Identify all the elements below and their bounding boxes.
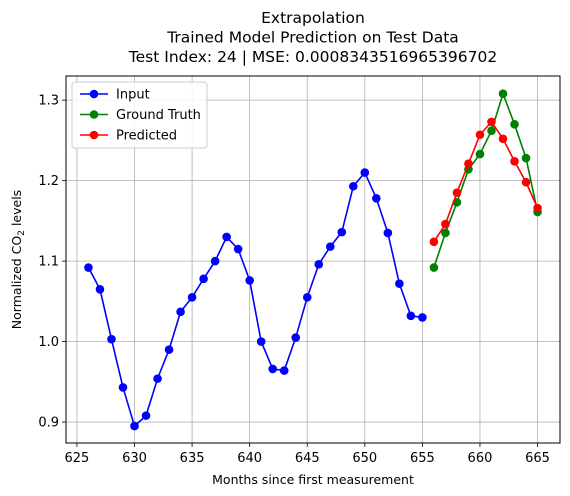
data-point — [429, 237, 439, 247]
y-tick-label: 1.0 — [38, 335, 59, 350]
x-axis-label: Months since first measurement — [212, 472, 414, 487]
series-layer — [84, 89, 542, 431]
data-point — [256, 337, 266, 346]
data-point — [199, 274, 208, 284]
series-ground-truth — [429, 89, 542, 272]
legend-item: Predicted — [80, 129, 177, 144]
y-tick-label: 1.2 — [38, 174, 59, 189]
data-point — [418, 313, 427, 322]
data-point — [475, 130, 485, 140]
data-point — [84, 263, 93, 272]
data-point — [349, 181, 358, 191]
data-point — [176, 307, 185, 317]
data-point — [314, 260, 324, 269]
y-axis-label: Normalized CO2 levels — [9, 190, 27, 329]
data-point — [521, 177, 531, 187]
data-point — [279, 366, 289, 375]
data-point — [498, 89, 508, 99]
series-predicted — [429, 117, 542, 247]
data-point — [464, 159, 473, 169]
data-point — [233, 244, 243, 254]
legend-swatch-marker — [89, 130, 99, 140]
y-axis-label-main: Normalized CO — [9, 236, 24, 330]
data-point — [395, 279, 404, 288]
data-point — [441, 219, 450, 229]
y-tick-label: 1.3 — [38, 94, 59, 109]
data-point — [487, 117, 496, 127]
data-point — [406, 311, 416, 321]
legend-label: Predicted — [116, 129, 177, 144]
data-point — [302, 293, 312, 302]
x-tick-label: 625 — [65, 451, 90, 466]
x-tick-label: 665 — [525, 451, 550, 466]
legend-item: Ground Truth — [80, 108, 201, 123]
x-tick-label: 655 — [410, 451, 435, 466]
legend-label: Input — [116, 88, 150, 103]
chart-title: Extrapolation Trained Model Prediction on… — [128, 9, 497, 66]
y-axis-label-subscript: 2 — [17, 230, 27, 236]
x-axis: 625 630 635 640 645 650 655 660 665 — [65, 443, 550, 466]
data-point — [475, 149, 485, 159]
data-point — [452, 188, 462, 197]
data-point — [498, 134, 508, 144]
data-point — [141, 411, 151, 420]
data-point — [533, 203, 542, 213]
data-point — [325, 242, 335, 251]
chart-title-line: Test Index: 24 | MSE: 0.0008343516965396… — [128, 48, 497, 66]
series-line — [87, 171, 423, 428]
plot-frame — [65, 75, 561, 444]
grid — [66, 76, 560, 443]
legend-item: Input — [80, 88, 150, 103]
chart-title-line: Trained Model Prediction on Test Data — [166, 29, 459, 47]
data-point — [441, 228, 450, 238]
data-point — [118, 383, 128, 392]
y-tick-label: 0.9 — [38, 416, 59, 431]
data-point — [95, 284, 105, 294]
legend-swatch-marker — [89, 110, 99, 119]
y-axis-label-tail: levels — [9, 190, 24, 230]
data-point — [210, 256, 220, 266]
data-point — [372, 194, 381, 203]
legend-box — [71, 81, 208, 149]
data-point — [337, 227, 347, 237]
legend-label: Ground Truth — [116, 108, 201, 123]
x-tick-label: 650 — [352, 451, 377, 466]
data-point — [487, 126, 496, 136]
y-axis: 0.9 1.0 1.1 1.2 1.3 — [38, 94, 66, 431]
series-line — [433, 91, 539, 268]
legend-swatch-marker — [89, 89, 99, 99]
data-point — [222, 232, 231, 242]
data-point — [383, 228, 393, 238]
chart-title-line: Extrapolation — [261, 9, 365, 27]
data-point — [268, 364, 277, 374]
y-tick-label: 1.1 — [38, 255, 59, 270]
data-point — [521, 153, 531, 163]
x-tick-label: 630 — [122, 451, 147, 466]
x-tick-label: 660 — [468, 451, 493, 466]
series-input — [84, 168, 427, 431]
data-point — [164, 345, 174, 354]
x-tick-label: 640 — [237, 451, 262, 466]
legend: Input Ground Truth Predicted — [71, 81, 208, 149]
data-point — [187, 293, 197, 302]
data-point — [360, 168, 370, 177]
data-point — [107, 334, 116, 344]
x-tick-label: 635 — [180, 451, 205, 466]
x-tick-label: 645 — [295, 451, 320, 466]
data-point — [510, 119, 519, 129]
data-point — [245, 276, 254, 285]
series-line — [433, 120, 539, 243]
data-point — [291, 333, 301, 342]
data-point — [510, 157, 519, 166]
data-point — [153, 374, 162, 383]
data-point — [429, 263, 439, 272]
data-point — [130, 421, 139, 431]
